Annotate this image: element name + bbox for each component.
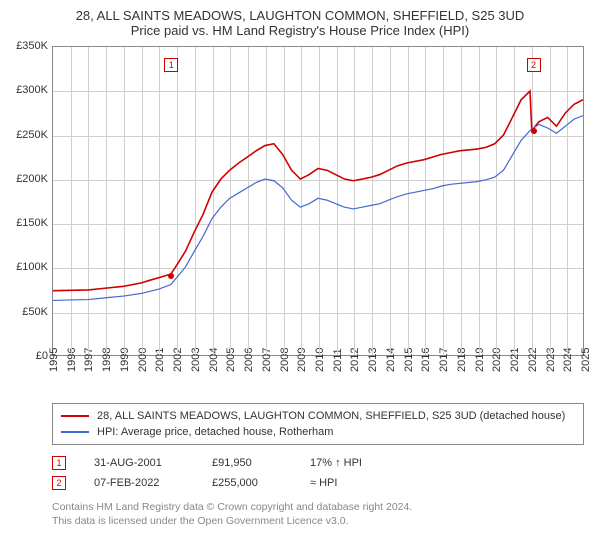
chart-legend: 28, ALL SAINTS MEADOWS, LAUGHTON COMMON,… — [52, 403, 584, 445]
y-tick-label: £100K — [12, 261, 48, 273]
legend-label: HPI: Average price, detached house, Roth… — [97, 426, 333, 438]
y-axis-labels: £0£50K£100K£150K£200K£250K£300K£350K — [12, 46, 50, 356]
legend-swatch — [61, 415, 89, 417]
series-property — [53, 91, 583, 291]
transaction-marker: 2 — [52, 476, 66, 490]
chart-marker-dot-1 — [168, 273, 174, 279]
transaction-hpi: ≈ HPI — [310, 477, 400, 489]
title-subtitle: Price paid vs. HM Land Registry's House … — [12, 23, 588, 38]
footer-line1: Contains HM Land Registry data © Crown c… — [52, 501, 588, 515]
title-address: 28, ALL SAINTS MEADOWS, LAUGHTON COMMON,… — [12, 8, 588, 23]
y-tick-label: £50K — [12, 306, 48, 318]
chart-title: 28, ALL SAINTS MEADOWS, LAUGHTON COMMON,… — [12, 8, 588, 38]
transaction-row: 1 31-AUG-2001 £91,950 17% ↑ HPI — [52, 453, 588, 473]
y-tick-label: £300K — [12, 84, 48, 96]
footer-line2: This data is licensed under the Open Gov… — [52, 515, 588, 529]
footer-attribution: Contains HM Land Registry data © Crown c… — [52, 501, 588, 528]
transaction-hpi: 17% ↑ HPI — [310, 457, 400, 469]
x-axis-labels: 1995199619971998199920002001200220032004… — [52, 358, 584, 382]
chart-marker-dot-2 — [531, 128, 537, 134]
legend-item: 28, ALL SAINTS MEADOWS, LAUGHTON COMMON,… — [61, 408, 575, 424]
transaction-price: £91,950 — [212, 457, 282, 469]
chart-marker-1: 1 — [164, 58, 178, 72]
chart-svg — [53, 47, 583, 355]
y-tick-label: £350K — [12, 40, 48, 52]
transaction-row: 2 07-FEB-2022 £255,000 ≈ HPI — [52, 473, 588, 493]
legend-swatch — [61, 431, 89, 433]
legend-item: HPI: Average price, detached house, Roth… — [61, 424, 575, 440]
transaction-table: 1 31-AUG-2001 £91,950 17% ↑ HPI 2 07-FEB-2022… — [52, 453, 588, 493]
series-hpi — [53, 116, 583, 301]
y-tick-label: £0 — [12, 350, 48, 362]
transaction-date: 31-AUG-2001 — [94, 457, 184, 469]
transaction-marker: 1 — [52, 456, 66, 470]
chart-plot: 12 — [52, 46, 584, 356]
chart-marker-2: 2 — [527, 58, 541, 72]
chart-area: £0£50K£100K£150K£200K£250K£300K£350K 12 … — [12, 46, 588, 381]
y-tick-label: £200K — [12, 173, 48, 185]
transaction-price: £255,000 — [212, 477, 282, 489]
transaction-date: 07-FEB-2022 — [94, 477, 184, 489]
y-tick-label: £150K — [12, 217, 48, 229]
legend-label: 28, ALL SAINTS MEADOWS, LAUGHTON COMMON,… — [97, 410, 565, 422]
y-tick-label: £250K — [12, 129, 48, 141]
